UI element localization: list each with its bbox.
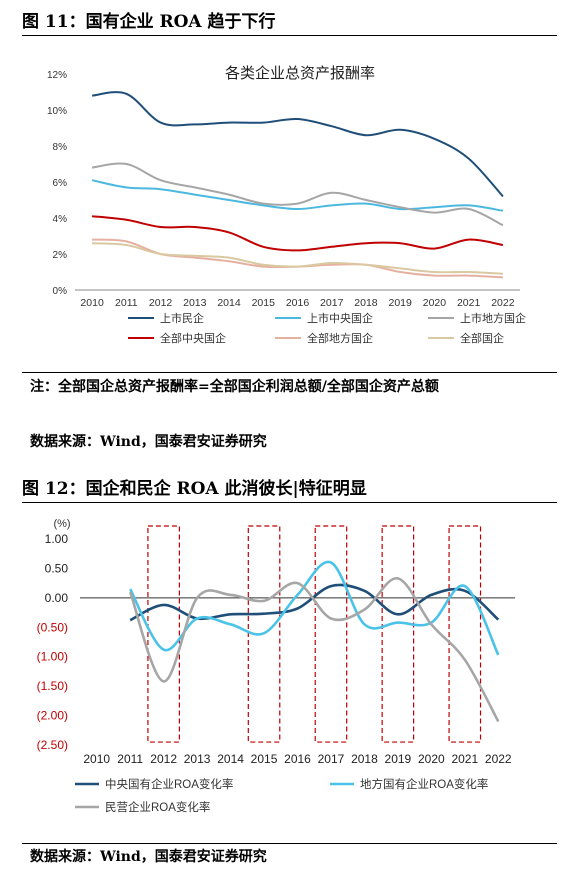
- divider: [22, 502, 557, 503]
- y-tick-label: 12%: [47, 70, 67, 81]
- y-tick-label: (1.00): [37, 650, 68, 664]
- divider: [22, 35, 557, 36]
- y-tick-label: (2.00): [37, 709, 68, 723]
- series-line: [91, 179, 504, 212]
- legend-label: 全部国企: [460, 331, 504, 345]
- y-tick-label: (2.50): [37, 738, 68, 752]
- series-line: [128, 577, 500, 723]
- x-tick-label: 2020: [423, 297, 447, 309]
- x-tick-label: 2013: [184, 752, 211, 766]
- x-tick-label: 2010: [80, 297, 104, 309]
- x-tick-label: 2019: [389, 297, 413, 309]
- series-line: [129, 560, 500, 656]
- series-line: [91, 91, 504, 198]
- series-line: [91, 162, 504, 227]
- source-text: 数据来源：Wind，国泰君安证券研究: [30, 434, 267, 450]
- x-tick-label: 2010: [83, 752, 110, 766]
- x-tick-label: 2013: [183, 297, 207, 309]
- x-tick-label: 2012: [150, 752, 177, 766]
- source-text: 数据来源：Wind，国泰君安证券研究: [30, 849, 267, 865]
- x-tick-label: 2018: [351, 752, 378, 766]
- y-tick-label: 8%: [53, 142, 68, 153]
- x-tick-label: 2014: [217, 297, 241, 309]
- x-tick-label: 2021: [451, 752, 478, 766]
- series-line: [129, 583, 500, 622]
- x-tick-label: 2011: [117, 752, 143, 766]
- roa-line-chart: 各类企业总资产报酬率 0% 2% 4% 6% 8% 10% 12% 2010 2011 2012 20…: [47, 64, 526, 345]
- x-tick-label: 2016: [284, 752, 311, 766]
- y-tick-label: (1.50): [37, 679, 68, 693]
- y-tick-label: 0%: [53, 286, 68, 297]
- roa-change-chart: (%) 1.00 0.50 0.00 (0.50) (1.00) (1.50) (2.00) (…: [37, 518, 515, 814]
- legend-label: 中央国有企业ROA变化率: [105, 777, 233, 791]
- x-tick-label: 2021: [457, 297, 481, 309]
- x-tick-label: 2015: [251, 752, 278, 766]
- x-tick-label: 2020: [418, 752, 445, 766]
- divider: [22, 843, 557, 844]
- x-tick-label: 2016: [286, 297, 310, 309]
- x-tick-label: 2015: [252, 297, 276, 309]
- series-line: [91, 215, 504, 252]
- x-tick-label: 2011: [115, 297, 138, 309]
- highlight-box: [314, 525, 348, 743]
- legend-label: 上市中央国企: [307, 311, 373, 325]
- y-tick-label: (0.50): [37, 620, 68, 634]
- x-tick-label: 2017: [320, 297, 344, 309]
- x-tick-label: 2019: [385, 752, 412, 766]
- legend-label: 全部中央国企: [160, 331, 226, 345]
- x-tick-label: 2018: [354, 297, 378, 309]
- y-tick-label: 6%: [53, 178, 68, 189]
- y-tick-label: 1.00: [45, 532, 69, 546]
- x-tick-label: 2022: [491, 297, 515, 309]
- legend-label: 民营企业ROA变化率: [105, 800, 210, 814]
- figure-11-title: 图 11：国有企业 ROA 趋于下行: [22, 12, 276, 32]
- series-line: [92, 242, 503, 275]
- x-tick-label: 2022: [485, 752, 512, 766]
- y-tick-label: 4%: [53, 214, 68, 225]
- x-tick-label: 2012: [149, 297, 173, 309]
- figure-12-title: 图 12：国企和民企 ROA 此消彼长|特征明显: [22, 479, 367, 499]
- legend-label: 地方国有企业ROA变化率: [360, 777, 488, 791]
- divider: [22, 372, 557, 373]
- y-tick-label: 0.50: [45, 561, 69, 575]
- legend-label: 上市地方国企: [460, 311, 526, 325]
- note-text: 注：全部国企总资产报酬率=全部国企利润总额/全部国企资产总额: [30, 379, 439, 395]
- legend-label: 上市民企: [160, 311, 204, 325]
- y-tick-label: 10%: [47, 106, 67, 117]
- x-tick-label: 2017: [318, 752, 345, 766]
- highlight-box: [381, 525, 415, 743]
- chart-title: 各类企业总资产报酬率: [225, 64, 375, 82]
- highlight-box: [448, 525, 482, 743]
- y-tick-label: 2%: [53, 250, 68, 261]
- legend-label: 全部地方国企: [307, 331, 373, 345]
- highlight-box: [247, 525, 281, 743]
- highlight-box: [147, 525, 180, 743]
- y-tick-label: 0.00: [45, 591, 69, 605]
- y-unit-label: (%): [53, 518, 70, 530]
- x-tick-label: 2014: [217, 752, 244, 766]
